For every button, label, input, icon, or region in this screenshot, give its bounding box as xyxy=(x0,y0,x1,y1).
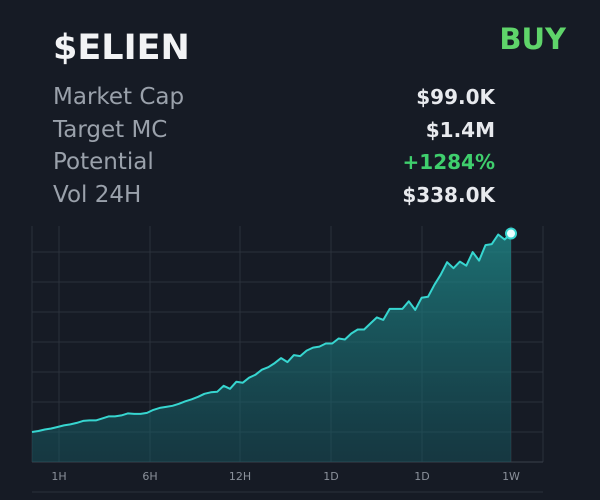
stat-value: $1.4M xyxy=(425,117,495,142)
buy-button[interactable]: BUY xyxy=(499,22,566,56)
stat-value: $99.0K xyxy=(416,85,495,110)
x-tick-label: 1H xyxy=(51,470,66,483)
x-tick-label: 1D xyxy=(414,470,429,483)
stat-value: +1284% xyxy=(402,150,495,175)
stat-label: Potential xyxy=(53,149,154,176)
x-tick-label: 1W xyxy=(502,470,520,483)
stat-label: Market Cap xyxy=(53,84,185,111)
stat-row-market-cap: Market Cap $99.0K xyxy=(53,81,495,114)
x-tick-label: 6H xyxy=(142,470,157,483)
stat-row-target-mc: Target MC $1.4M xyxy=(53,114,495,147)
stat-row-potential: Potential +1284% xyxy=(53,146,495,179)
stat-row-vol-24h: Vol 24H $338.0K xyxy=(53,179,495,212)
chart-price-line xyxy=(31,232,512,433)
token-ticker: $ELIEN xyxy=(53,28,190,68)
stats-list: Market Cap $99.0K Target MC $1.4M Potent… xyxy=(53,81,495,211)
chart-x-ticks: 1H 6H 12H 1D 1D 1W xyxy=(51,470,520,483)
stat-label: Vol 24H xyxy=(53,181,142,208)
x-tick-label: 12H xyxy=(229,470,251,483)
stat-value: $338.0K xyxy=(402,182,495,207)
chart-area-fill xyxy=(32,233,511,462)
stat-label: Target MC xyxy=(53,116,168,143)
x-tick-label: 1D xyxy=(323,470,338,483)
chart-last-point-marker xyxy=(505,227,517,240)
